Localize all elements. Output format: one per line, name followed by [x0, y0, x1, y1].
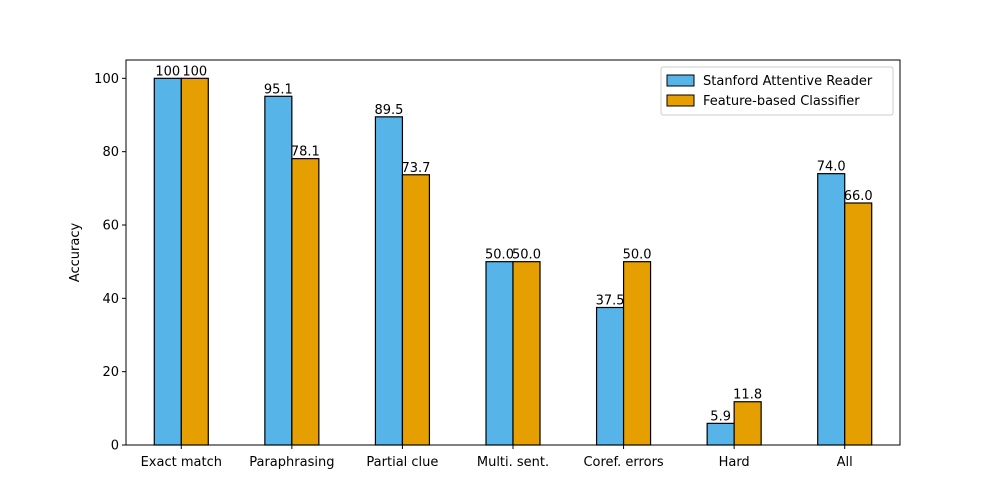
bar [485, 261, 514, 446]
data-label: 66.0 [844, 189, 873, 204]
legend-swatch [666, 74, 695, 87]
bar [401, 174, 431, 446]
bar [374, 116, 404, 446]
y-axis-label: Accuracy [68, 223, 83, 283]
legend-label: Feature-based Classifier [703, 94, 860, 109]
y-tick-label: 100 [94, 72, 119, 87]
y-tick-label: 60 [102, 219, 119, 234]
x-tick-label: Coref. errors [583, 455, 663, 470]
y-axis: 0 20 40 60 80 100 [94, 72, 126, 454]
y-tick-label: 40 [102, 292, 119, 307]
bar [264, 95, 293, 446]
x-tick-label: Multi. sent. [477, 455, 549, 470]
legend-box [660, 66, 894, 116]
legend-swatch [666, 94, 695, 107]
bar [512, 261, 541, 446]
data-label: 50.0 [485, 248, 514, 263]
bar [706, 422, 735, 446]
data-label: 74.0 [817, 160, 846, 175]
x-axis: Exact match Paraphrasing Partial clue Multi… [141, 445, 853, 470]
data-label: 37.5 [596, 294, 625, 309]
bar [180, 77, 209, 446]
x-tick-label: All [837, 455, 853, 470]
bars-group [153, 77, 873, 446]
data-label: 100 [155, 64, 180, 79]
data-label: 11.8 [733, 388, 762, 403]
data-label: 100 [182, 64, 207, 79]
data-label: 50.0 [623, 248, 652, 263]
y-tick-label: 0 [111, 439, 119, 454]
legend-label: Stanford Attentive Reader [703, 74, 873, 89]
y-tick-label: 80 [102, 145, 119, 160]
x-tick-label: Exact match [141, 455, 222, 470]
bar [622, 261, 652, 446]
legend: Stanford Attentive Reader Feature-based C… [660, 66, 894, 116]
data-label: 5.9 [710, 409, 731, 424]
x-tick-label: Hard [719, 455, 750, 470]
data-label: 95.1 [264, 82, 293, 97]
bar [595, 306, 625, 446]
data-label: 78.1 [291, 145, 320, 160]
x-tick-label: Partial clue [366, 455, 438, 470]
data-label: 50.0 [512, 248, 541, 263]
bar [733, 401, 762, 446]
bar [291, 158, 320, 446]
data-label: 73.7 [401, 161, 430, 176]
bar [844, 202, 873, 446]
bar [817, 173, 846, 446]
data-label: 89.5 [374, 103, 403, 118]
data-labels-group: 100 10095.178.189.573.750.050.037.550.05.… [155, 64, 872, 424]
y-tick-label: 20 [102, 365, 119, 380]
x-tick-label: Paraphrasing [249, 455, 334, 470]
bar [153, 77, 182, 446]
